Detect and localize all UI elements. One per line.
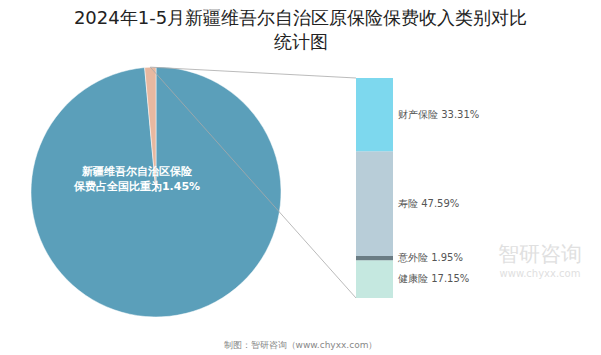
html-text:保费占全国比重为1.45%: 保费占全国比重为1.45% <box>73 180 201 193</box>
html-text:2024年1-5月新疆维吾尔自治区原保险保费收入类别对比: 2024年1-5月新疆维吾尔自治区原保险保费收入类别对比 <box>73 7 528 28</box>
html-text:制图：智研咨询（www.chyxx.com）: 制图：智研咨询（www.chyxx.com） <box>223 340 378 350</box>
html-text:智研咨询: 智研咨询 <box>498 242 582 266</box>
html-text:统计图: 统计图 <box>273 31 328 52</box>
svg-text:寿险 47.59%: 寿险 47.59% <box>398 198 459 209</box>
html-text:新疆维吾尔自治区保险: 新疆维吾尔自治区保险 <box>82 165 192 178</box>
svg-text:意外险 1.95%: 意外险 1.95% <box>397 252 463 263</box>
svg-text:财产保险 33.31%: 财产保险 33.31% <box>398 109 479 120</box>
svg-text:健康险 17.15%: 健康险 17.15% <box>398 273 469 284</box>
html-text:www.chyxx.com: www.chyxx.com <box>499 268 581 279</box>
